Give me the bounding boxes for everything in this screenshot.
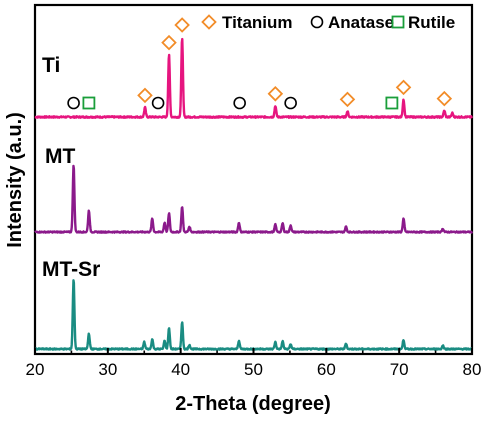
plot-frame — [33, 3, 474, 356]
x-tick-label-40: 40 — [171, 360, 190, 379]
series-line-mt-sr — [33, 279, 473, 351]
x-axis-label: 2-Theta (degree) — [175, 393, 331, 415]
phase-marker-diamond-12 — [436, 90, 453, 107]
phase-marker-square-1 — [82, 96, 96, 110]
phase-marker-circle-8 — [284, 96, 297, 110]
x-tick-label-60: 60 — [317, 360, 336, 379]
x-tick-label-20: 20 — [26, 360, 45, 379]
legend-rutile-icon — [391, 15, 405, 29]
legend-label-anatase: Anatase — [328, 13, 394, 32]
phase-marker-circle-6 — [233, 96, 246, 110]
series-layer: Ti MT MT-Sr — [33, 37, 474, 351]
series-label-ti: Ti — [42, 54, 60, 77]
series-ti: Ti — [34, 37, 474, 119]
x-tick-label-30: 30 — [98, 360, 117, 379]
phase-marker-square-10 — [385, 96, 399, 110]
x-tick-label-70: 70 — [390, 360, 409, 379]
x-tick-label-50: 50 — [244, 360, 263, 379]
legend-label-rutile: Rutile — [408, 13, 455, 32]
y-axis-label: Intensity (a.u.) — [4, 112, 26, 248]
legend-label-titanium: Titanium — [222, 13, 293, 32]
phase-marker-diamond-7 — [267, 86, 284, 102]
phase-marker-diamond-4 — [161, 34, 177, 51]
plot-area — [33, 3, 474, 356]
series-label-mt: MT — [45, 145, 75, 168]
series-label-mt-sr: MT-Sr — [42, 258, 100, 281]
phase-marker-diamond-5 — [174, 17, 190, 33]
phase-marker-diamond-9 — [339, 91, 356, 108]
legend-titanium-icon — [201, 14, 217, 30]
phase-marker-circle-3 — [151, 96, 165, 110]
x-tick-label-80: 80 — [463, 360, 482, 379]
phase-marker-layer — [67, 17, 453, 110]
series-mt-sr: MT-Sr — [33, 258, 473, 351]
x-axis: 20 30 40 50 60 70 80 — [26, 348, 482, 379]
phase-marker-circle-0 — [67, 96, 80, 110]
phase-marker-diamond-2 — [137, 87, 153, 104]
phase-marker-diamond-11 — [395, 79, 412, 96]
legend-anatase-icon — [310, 15, 324, 29]
series-mt: MT — [34, 145, 474, 234]
series-line-ti — [34, 37, 474, 119]
legend: Titanium Anatase Rutile — [201, 13, 455, 32]
series-line-mt — [34, 164, 474, 234]
